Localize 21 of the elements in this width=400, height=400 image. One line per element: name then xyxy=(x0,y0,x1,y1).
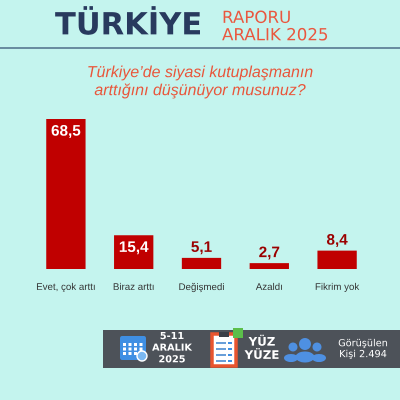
text: Görüşülen Kişi 2.494 xyxy=(338,338,388,359)
x-tick-label: Evet, çok arttı xyxy=(36,282,95,292)
text: TÜRKİYE xyxy=(55,6,200,35)
x-tick-label: Biraz arttı xyxy=(114,282,154,290)
x-tick-label: Azaldı xyxy=(256,282,282,290)
chart-title: Türkiye’de siyasi kutuplaşmanın arttığını düşünüyor musunuz? xyxy=(88,66,312,98)
bar xyxy=(317,250,357,269)
data-label: 15,4 xyxy=(120,241,148,254)
text: YÜZ YÜZE xyxy=(244,334,279,360)
bar xyxy=(182,258,222,269)
x-tick-label: Değişmedi xyxy=(179,282,224,292)
x-tick-label: Fikrim yok xyxy=(316,282,360,292)
bar xyxy=(114,235,154,269)
data-label: 2,7 xyxy=(259,246,280,260)
data-label: 5,1 xyxy=(191,241,212,254)
text: 5-11 ARALIK 2025 xyxy=(152,332,192,362)
text: RAPORU ARALIK 2025 xyxy=(222,10,328,41)
data-label: 8,4 xyxy=(326,234,348,248)
bar xyxy=(250,263,289,269)
data-label: 68,5 xyxy=(52,124,80,138)
bar xyxy=(46,119,86,269)
